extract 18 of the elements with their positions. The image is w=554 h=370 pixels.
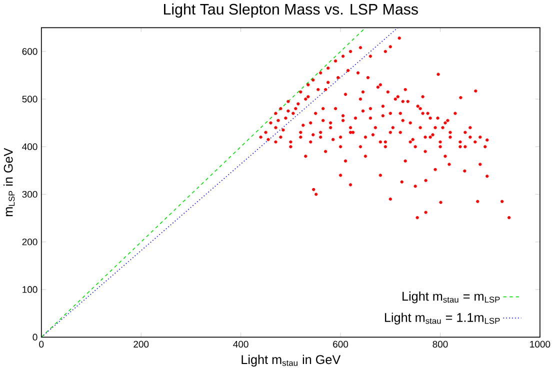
x-tick-label: 600 bbox=[333, 340, 348, 348]
y-tick-label: 500 bbox=[22, 96, 38, 102]
y-axis-title: m$_{LSP}$ in GeV bbox=[4, 148, 15, 216]
y-tick-label: 0 bbox=[32, 334, 38, 340]
x-axis-title: Light m$_{stau}$ in GeV bbox=[242, 354, 341, 367]
y-tick-label: 300 bbox=[22, 190, 38, 198]
x-tick-label: 800 bbox=[432, 340, 448, 348]
y-tick-label: 100 bbox=[22, 286, 38, 293]
y-tick-label: 600 bbox=[22, 48, 38, 55]
x-tick-label: 400 bbox=[233, 340, 248, 348]
y-tick-label: 200 bbox=[22, 238, 38, 246]
x-tick-label: 200 bbox=[134, 340, 149, 348]
chart-title: Light Tau Slepton Mass vs. LSP Mass bbox=[164, 3, 418, 18]
x-tick-label: 0 bbox=[39, 340, 44, 348]
legend-label: Light m$_{stau}$ = 1.1m$_{LSP}$ bbox=[385, 312, 500, 324]
x-tick-label: 1000 bbox=[530, 340, 550, 348]
y-tick-label: 400 bbox=[22, 143, 38, 150]
legend-label: Light m$_{stau}$ = m$_{LSP}$ bbox=[402, 291, 500, 304]
